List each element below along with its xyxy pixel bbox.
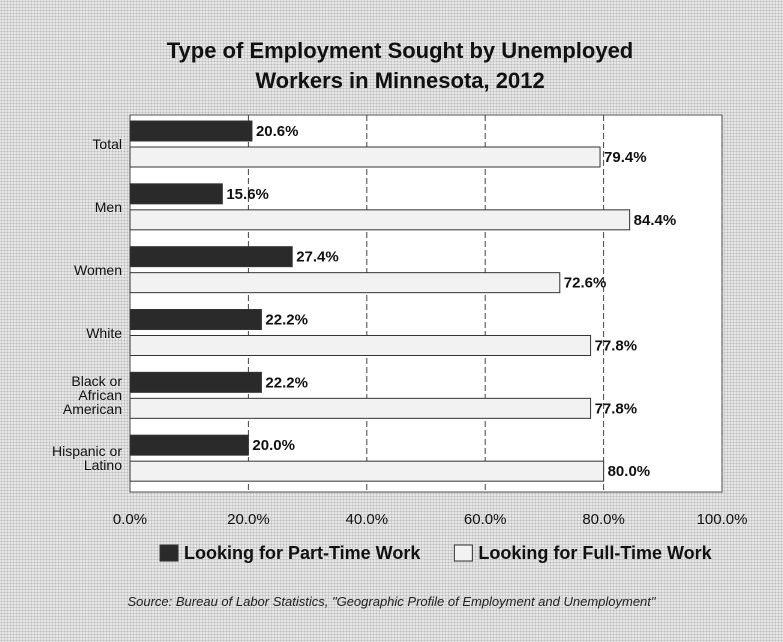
data-label: 79.4% [604,149,647,166]
bar [129,146,601,168]
source: Source: Bureau of Labor Statistics, "Geo… [127,594,656,609]
data-label: 27.4% [296,249,339,266]
bar [129,434,249,456]
bar [129,183,223,205]
bar [129,209,631,231]
data-label: 20.0% [252,437,295,454]
y-tick-label: Hispanic or Latino [51,443,122,474]
y-tick-label: Men [94,198,122,215]
bar [129,246,293,268]
plot-area [129,114,723,493]
data-label: 15.6% [226,186,269,203]
bar [129,397,592,419]
bar [129,272,561,294]
x-tick-label: 60.0% [464,511,507,528]
x-tick-label: 80.0% [582,511,625,528]
chart-title: Type of Employment Sought by Unemployed … [166,38,634,93]
data-label: 72.6% [564,275,607,292]
x-tick-label: 20.0% [227,511,270,528]
data-label: 80.0% [608,463,651,480]
data-label: 22.2% [265,311,308,328]
legend-swatch [159,544,179,562]
data-label: 20.6% [256,123,299,140]
bar [129,460,605,482]
x-tick-label: 40.0% [346,511,389,528]
y-tick-label: Total [92,136,122,152]
x-tick-label: 0.0% [113,511,147,528]
data-label: 77.8% [595,337,638,354]
data-label: 22.2% [265,374,308,391]
bar [129,309,262,330]
legend-swatch [453,544,473,562]
bar [129,335,592,356]
x-tick-label: 100.0% [697,511,748,528]
bar [129,120,253,142]
y-tick-label: Black or African American [62,373,122,418]
y-tick-label: White [86,324,122,341]
legend-label: Looking for Part-Time Work [184,543,421,563]
y-tick-label: Women [74,261,122,278]
data-label: 84.4% [634,212,677,229]
bar [129,371,262,393]
data-label: 77.8% [595,400,638,417]
legend-label: Looking for Full-Time Work [478,543,712,563]
